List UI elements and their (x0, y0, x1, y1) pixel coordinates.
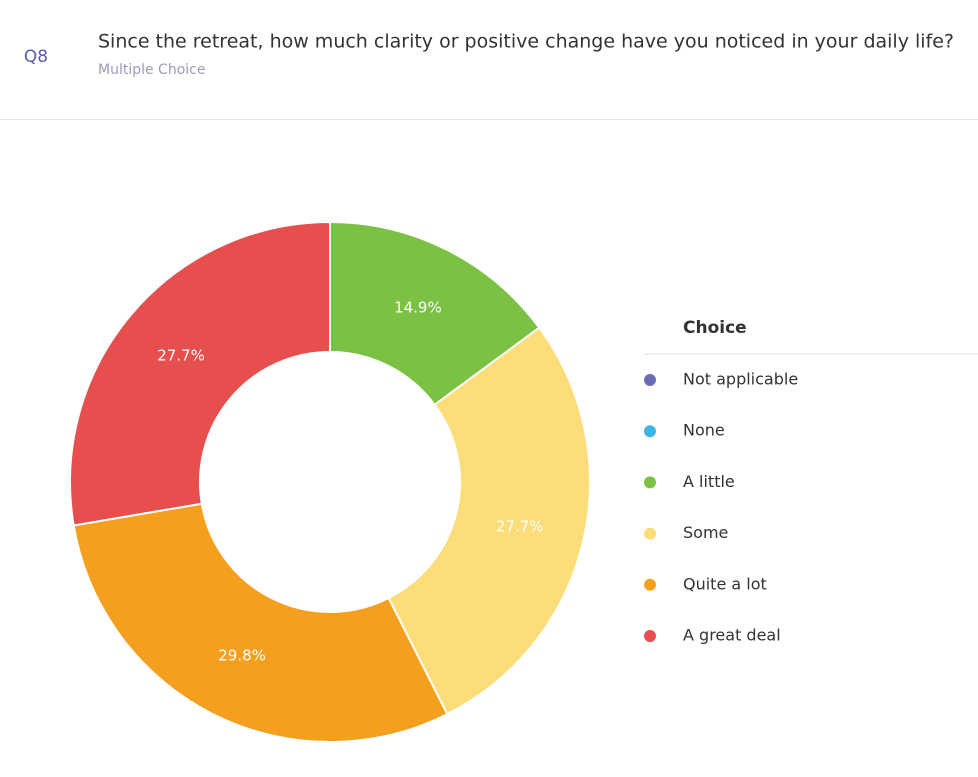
value-label: 29.8% (218, 647, 266, 665)
slice (69, 220, 331, 527)
slice (329, 220, 541, 407)
value-label: 27.7% (496, 518, 544, 536)
legend-marker (644, 425, 656, 438)
legend-marker (644, 527, 656, 540)
legend-marker (644, 476, 656, 489)
legend-label: Not applicable (683, 370, 798, 389)
question-number: Q8 (24, 47, 48, 67)
slice (387, 326, 591, 716)
value-label: 27.7% (157, 347, 205, 365)
legend-label: A great deal (683, 626, 781, 645)
slice (72, 502, 449, 743)
legend-label: None (683, 421, 725, 440)
value-label: 14.9% (394, 298, 442, 316)
legend-label: Some (683, 523, 728, 542)
question-type: Multiple Choice (98, 62, 205, 78)
legend-marker (644, 374, 656, 386)
question-title: Since the retreat, how much clarity or p… (98, 31, 954, 53)
legend-label: A little (683, 472, 735, 491)
legend-title: Choice (683, 318, 747, 338)
legend-marker (644, 630, 656, 642)
legend-label: Quite a lot (683, 574, 767, 593)
legend-marker (644, 578, 656, 591)
